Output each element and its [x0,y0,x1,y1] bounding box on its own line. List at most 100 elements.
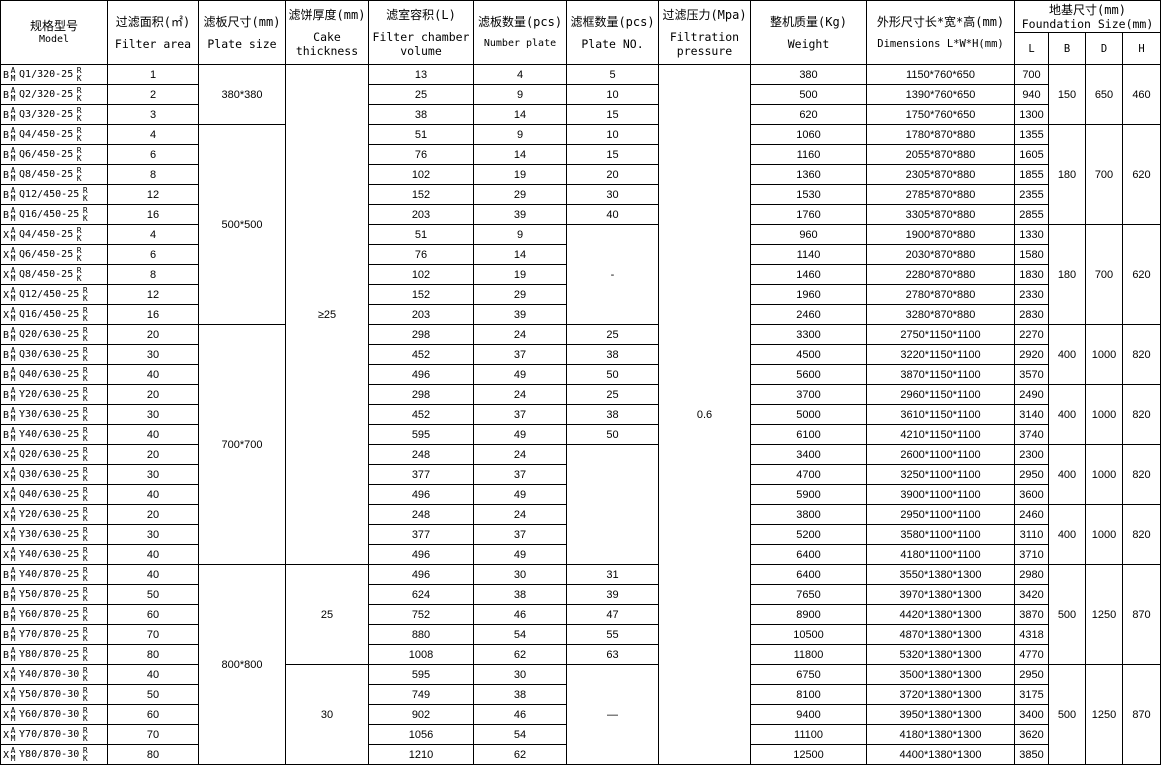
model-stack-r: R [82,365,88,375]
header-area: 过滤面积(㎡) Filter area [107,0,199,65]
model-stack-m: M [10,733,16,743]
model-prefix: B [3,429,10,441]
foundation-b-cell: 180 [1048,124,1086,225]
model-code: Q20/630-25 [19,449,80,460]
model-code: Q4/450-25 [19,129,74,140]
foundation-l-cell: 3710 [1014,544,1049,565]
model-prefix: X [3,709,10,721]
weight-cell: 3400 [750,444,867,465]
model-stack-m: M [10,173,16,183]
model-stack-m: M [10,293,16,303]
model-prefix: B [3,629,10,641]
chamber-volume-cell: 13 [368,64,474,85]
foundation-h-cell: 820 [1122,504,1161,565]
model-stack-m: M [10,573,16,583]
foundation-l-cell: 1605 [1014,144,1049,165]
model-cell: B A M Q6/450-25 R K [0,144,108,165]
table-row: X A M Y70/870-30 R K 70 1056 54 11100 4180*1380*13… [0,724,1161,745]
table-row: X A M Q8/450-25 R K 8 102 19 1460 2280*870*880 1830 [0,264,1161,285]
model-stack-m: M [10,353,16,363]
weight-cell: 620 [750,104,867,125]
foundation-l-cell: 1830 [1014,264,1049,285]
model-code: Y60/870-30 [19,709,80,720]
model-stack-m: M [10,553,16,563]
number-plate-cell: 62 [473,744,567,765]
number-plate-cell: 38 [473,684,567,705]
model-cell: X A M Y20/630-25 R K [0,504,108,525]
dimensions-cell: 4180*1380*1300 [866,724,1015,745]
model-cell: B A M Y40/630-25 R K [0,424,108,445]
weight-cell: 1960 [750,284,867,305]
foundation-l-cell: 940 [1014,84,1049,105]
foundation-l-cell: 2920 [1014,344,1049,365]
model-prefix: X [3,509,10,521]
filter-area-cell: 20 [107,444,199,465]
chamber-volume-cell: 248 [368,444,474,465]
number-plate-cell: 9 [473,84,567,105]
model-code: Q20/630-25 [19,329,80,340]
model-stack-k: K [82,573,88,583]
foundation-l-cell: 3570 [1014,364,1049,385]
model-stack-r: R [76,225,82,235]
foundation-l-cell: 2490 [1014,384,1049,405]
model-code: Y40/630-25 [19,429,80,440]
pressure-cell: 0.6 [658,64,751,765]
model-stack-r: R [82,385,88,395]
number-plate-cell: 14 [473,244,567,265]
model-stack-k: K [82,753,88,763]
chamber-volume-cell: 1056 [368,724,474,745]
foundation-d-cell: 1250 [1085,664,1123,765]
model-stack-r: R [82,585,88,595]
header-dimensions: 外形尺寸长*宽*高(mm) Dimensions L*W*H(mm) [866,0,1015,65]
number-plate-cell: 24 [473,384,567,405]
number-plate-cell: 14 [473,104,567,125]
weight-cell: 380 [750,64,867,85]
model-stack-r: R [82,645,88,655]
model-cell: X A M Y50/870-30 R K [0,684,108,705]
weight-cell: 5200 [750,524,867,545]
model-stack-k: K [82,413,88,423]
model-stack-k: K [82,553,88,563]
dimensions-cell: 4870*1380*1300 [866,624,1015,645]
model-stack-a: A [10,425,16,435]
model-prefix: X [3,729,10,741]
foundation-d-cell: 1000 [1085,324,1123,385]
chamber-volume-cell: 298 [368,324,474,345]
chamber-volume-cell: 377 [368,524,474,545]
model-code: Q12/450-25 [19,289,80,300]
foundation-l-cell: 3400 [1014,704,1049,725]
filter-area-cell: 40 [107,424,199,445]
model-prefix: X [3,229,10,241]
table-row: X A M Y40/870-30 R K 40 30 595 30—6750 3500*1380*1… [0,664,1161,765]
model-stack-a: A [10,645,16,655]
table-row: B A M Q3/320-25 R K 3 38 14 15 620 1750*760*650 1300 [0,104,1161,125]
table-row: B A M Q6/450-25 R K 6 76 14 15 1160 2055*870*880 160… [0,144,1161,165]
header-foundation-b: B [1048,32,1086,65]
weight-cell: 11800 [750,644,867,665]
filter-area-cell: 12 [107,284,199,305]
model-stack-r: R [82,425,88,435]
model-stack-m: M [10,273,16,283]
weight-cell: 1160 [750,144,867,165]
plate-no-cell: 15 [566,104,659,125]
model-stack-r: R [76,85,82,95]
model-stack-a: A [10,565,16,575]
filter-area-cell: 70 [107,724,199,745]
filter-area-cell: 80 [107,644,199,665]
model-prefix: B [3,69,10,81]
dimensions-cell: 3250*1100*1100 [866,464,1015,485]
model-stack-a: A [10,65,16,75]
filter-area-cell: 60 [107,604,199,625]
model-stack-r: R [82,745,88,755]
chamber-volume-cell: 76 [368,244,474,265]
model-stack-m: M [10,253,16,263]
weight-cell: 9400 [750,704,867,725]
foundation-d-cell: 700 [1085,124,1123,225]
dimensions-cell: 3500*1380*1300 [866,664,1015,685]
